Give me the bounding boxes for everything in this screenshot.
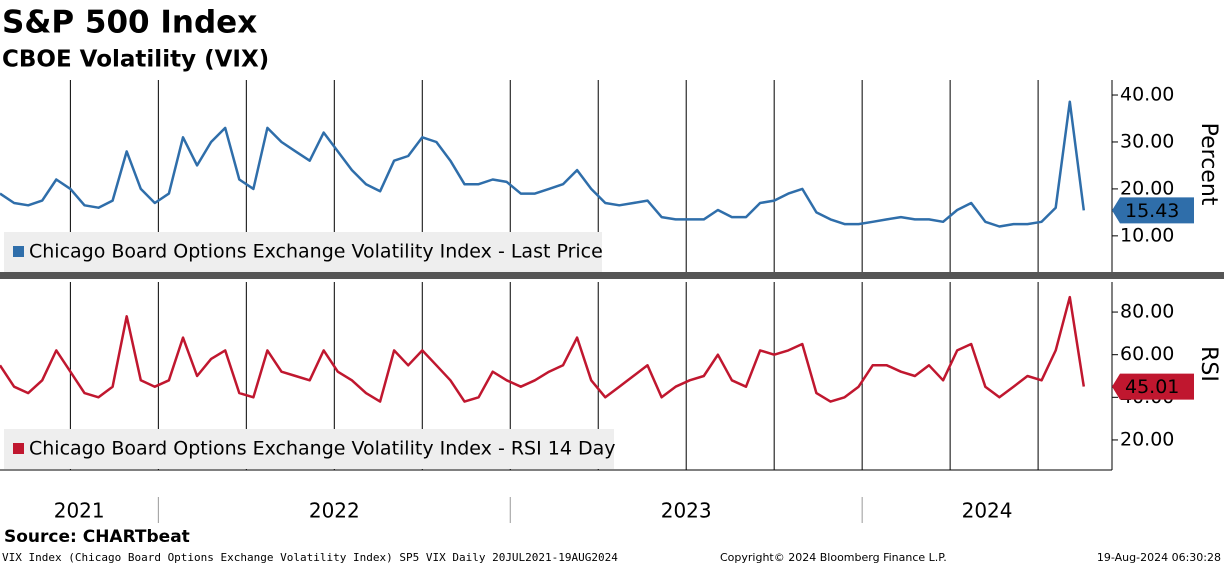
data-line	[0, 100, 1086, 228]
last-value-box	[1112, 197, 1194, 224]
y-axis-label: Percent	[1196, 123, 1221, 206]
y-tick-label: 10.00	[1120, 224, 1174, 246]
legend-label: Chicago Board Options Exchange Volatilit…	[29, 438, 615, 460]
y-tick-label: 20.00	[1120, 177, 1174, 199]
y-tick-label: 20.00	[1120, 428, 1174, 450]
legend-swatch	[13, 246, 24, 257]
y-tick-label: 40.00	[1120, 84, 1174, 106]
x-tick-label: 2024	[962, 499, 1013, 523]
legend-swatch	[13, 443, 24, 454]
chart-title: S&P 500 Index	[2, 5, 257, 41]
source: Source: CHARTbeat	[4, 527, 190, 547]
footer-description: VIX Index (Chicago Board Options Exchang…	[2, 551, 618, 564]
x-tick-label: 2023	[661, 499, 712, 523]
last-value-label: 15.43	[1125, 200, 1179, 222]
x-tick-label: 2021	[54, 499, 105, 523]
last-value-box	[1112, 373, 1194, 400]
y-tick-label: 60.00	[1120, 343, 1174, 365]
timestamp: 19-Aug-2024 06:30:28	[1097, 551, 1221, 564]
chart-subtitle: CBOE Volatility (VIX)	[2, 47, 269, 73]
y-axis-label: RSI	[1196, 346, 1221, 382]
x-tick-label: 2022	[309, 499, 360, 523]
y-tick-label: 80.00	[1120, 301, 1174, 323]
legend-box	[4, 232, 602, 272]
copyright: Copyright© 2024 Bloomberg Finance L.P.	[720, 551, 947, 564]
last-value-label: 45.01	[1125, 376, 1179, 398]
legend-box	[4, 429, 614, 469]
data-line	[0, 295, 1086, 403]
panel-divider	[0, 272, 1224, 279]
y-tick-label: 30.00	[1120, 130, 1174, 152]
legend-label: Chicago Board Options Exchange Volatilit…	[29, 241, 603, 263]
